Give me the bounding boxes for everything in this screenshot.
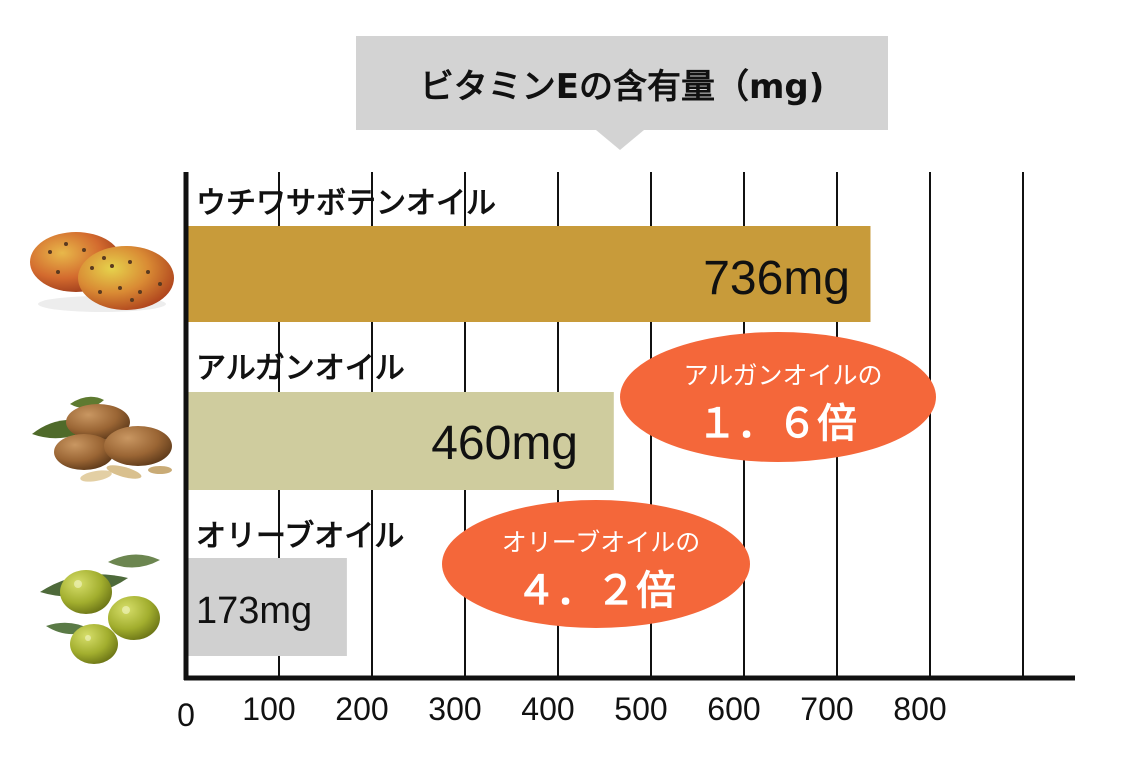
axes [183, 172, 1075, 681]
bar-2 [188, 558, 347, 656]
x-tick-label-500: 500 [614, 691, 667, 727]
category-label-cactus: ウチワサボテンオイル [196, 186, 496, 221]
value-label-olive: 173mg [196, 590, 312, 632]
x-tick-label-200: 200 [335, 691, 388, 727]
category-label-olive: オリーブオイル [196, 519, 404, 554]
x-tick-label-400: 400 [521, 691, 574, 727]
chart-title: ビタミンEの含有量（mg) [420, 67, 825, 107]
callout-olive: オリーブオイルの ４．２倍 [442, 500, 750, 628]
callout-argan: アルガンオイルの １．６倍 [620, 332, 936, 462]
chart-title-box: ビタミンEの含有量（mg) [356, 36, 888, 150]
olives-image [40, 554, 160, 664]
olive-2 [108, 596, 160, 640]
category-label-argan: アルガンオイル [196, 351, 405, 386]
x-tick-label-700: 700 [800, 691, 853, 727]
callout-argan-line2: １．６倍 [697, 401, 857, 447]
x-tick-label-600: 600 [707, 691, 760, 727]
x-tick-label-0: 0 [177, 697, 195, 733]
argan-nut-2 [54, 434, 114, 470]
x-tick-labels: 0 100 200 300 400 500 600 700 800 [177, 691, 947, 733]
callout-argan-line1: アルガンオイルの [683, 361, 882, 390]
olive-leaf-2 [108, 554, 160, 568]
olive-3 [70, 624, 118, 664]
argan-nut-3 [104, 426, 172, 466]
x-tick-label-100: 100 [242, 691, 295, 727]
bars [188, 226, 871, 656]
value-label-argan: 460mg [431, 417, 578, 470]
bar-1 [188, 392, 614, 490]
argan-nuts-image [32, 396, 172, 482]
callout-olive-line1: オリーブオイルの [502, 528, 701, 557]
prickly-pear-fruit-front [78, 246, 174, 310]
callout-olive-line2: ４．２倍 [516, 568, 676, 614]
value-label-cactus: 736mg [703, 252, 850, 305]
callout-olive-ellipse [442, 500, 750, 628]
prickly-pear-image [30, 232, 174, 312]
callout-argan-ellipse [620, 332, 936, 462]
title-box-bg [356, 36, 888, 130]
bar-0 [188, 226, 871, 322]
x-tick-label-300: 300 [428, 691, 481, 727]
title-box-pointer [596, 130, 644, 150]
olive-1 [60, 570, 112, 614]
argan-nut-1 [66, 404, 130, 440]
x-tick-label-800: 800 [893, 691, 946, 727]
